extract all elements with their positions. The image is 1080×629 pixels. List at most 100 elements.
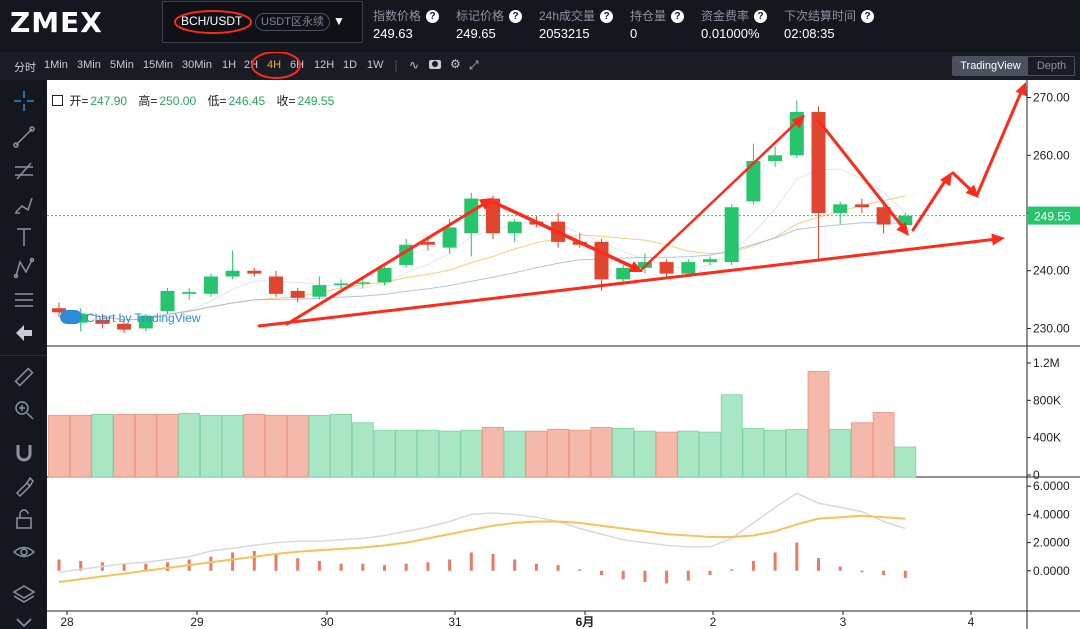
candle-body [312,285,327,297]
symbol-selector[interactable]: BCH/USDT USDT区永续 ▼ [162,1,363,43]
annotation-zigzag-line [491,200,637,270]
open-value: 247.90 [90,94,128,108]
layers-icon[interactable] [12,582,36,606]
trend-line-icon[interactable] [12,125,36,149]
volume-tick-label: 800K [1033,393,1061,407]
timeframe-tick[interactable]: 分时 [14,62,36,74]
macd-histogram-bar [773,552,777,571]
stat-label: 资金费率 [701,9,750,23]
volume-bar [134,413,157,478]
lock-icon[interactable] [12,507,36,531]
timeframe-1h[interactable]: 1H [222,59,237,71]
help-icon[interactable]: ? [861,10,875,23]
tradingview-watermark[interactable]: Chart by TradingView [60,310,201,325]
candle-body [355,282,370,284]
timeframe-1min[interactable]: 1Min [44,59,68,71]
volume-bar [699,431,721,478]
stay-drawing-icon[interactable] [12,474,36,498]
volume-bar [156,413,179,478]
help-icon[interactable]: ? [426,10,440,23]
price-chart[interactable]: 270.00 260.00 250.00 240.00 230.00 249.55 1.2M… [47,80,1080,629]
ohlc-legend: 开= 247.90 高= 250.00 低= 246.45 收= 249.55 [52,92,342,109]
candle-body [269,276,283,294]
indicator-icon[interactable]: ∿ [409,58,420,72]
help-icon[interactable]: ? [600,10,614,23]
brush-icon[interactable] [12,192,36,216]
macd-histogram-bar [686,570,690,581]
candle-body [659,262,674,274]
candle-body [247,270,262,274]
macd-histogram-bar [231,552,235,571]
macd-histogram-bar [903,570,907,578]
timeframe-4h[interactable]: 4H [267,59,282,71]
ruler-icon[interactable] [12,365,36,389]
candle-body [811,111,826,213]
camera-icon[interactable] [429,60,441,69]
time-tick-label: 2 [710,615,717,629]
timeframe-5min[interactable]: 5Min [110,59,134,71]
zoom-in-icon[interactable] [12,398,36,422]
eye-icon[interactable] [12,540,36,564]
volume-bar [308,414,331,478]
chevron-down-icon[interactable] [12,613,36,629]
help-icon[interactable]: ? [509,10,523,23]
measure-icon[interactable] [12,288,36,312]
macd-histogram-bar [209,556,213,571]
candle-body [377,267,392,283]
macd-line [58,492,906,573]
macd-signal-line [58,514,906,583]
stat-label: 下次结算时间 [784,9,857,23]
candle-body [334,283,349,286]
candle-body [594,241,609,280]
help-icon[interactable]: ? [754,10,768,23]
timeframe-1w[interactable]: 1W [367,59,384,71]
symbol-type-badge: USDT区永续 [255,13,330,31]
timeframe-15min[interactable]: 15Min [143,59,173,71]
fib-icon[interactable] [12,159,36,183]
view-switch: TradingView Depth [952,56,1075,76]
candle-body [768,155,783,162]
macd-histogram-bar [556,565,560,571]
magnet-icon[interactable] [12,441,36,465]
candle-body [203,276,218,294]
annotation-zigzag-line [975,88,1024,197]
macd-histogram-bar [708,570,712,575]
macd-histogram-bar [144,563,148,571]
timeframe-2h[interactable]: 2H [244,59,259,71]
volume-bar [69,414,92,478]
high-label: 高= [138,94,158,108]
watermark-text: Chart by TradingView [86,311,201,325]
timeframe-30min[interactable]: 30Min [182,59,212,71]
crosshair-icon[interactable] [12,89,36,113]
timeframe-12h[interactable]: 12H [314,59,335,71]
volume-bar [655,431,678,478]
candle-body [854,204,869,208]
stat-value: 249.65 [456,26,496,41]
gear-icon[interactable]: ⚙ [450,57,461,71]
stat-value: 0.01000% [701,26,760,41]
tab-depth[interactable]: Depth [1036,60,1067,72]
zmex-logo[interactable]: ZMEX [10,6,103,39]
macd-histogram-bar [383,565,386,571]
pattern-icon[interactable] [12,256,36,280]
fullscreen-icon[interactable]: ⤢ [469,58,479,72]
volume-bar [742,427,765,478]
macd-histogram-bar [166,562,169,571]
tab-tradingview[interactable]: TradingView [953,57,1028,75]
timeframe-1d[interactable]: 1D [343,59,358,71]
help-icon[interactable]: ? [671,10,685,23]
stat-mark-price: 标记价格? 249.65 [456,7,523,41]
timeframe-3min[interactable]: 3Min [77,59,101,71]
candle-body [117,323,132,330]
time-tick-label: 3 [840,615,847,629]
text-icon[interactable] [12,225,36,249]
series-icon [52,95,63,106]
arrow-left-icon[interactable] [12,321,36,345]
stat-value: 249.63 [373,26,413,41]
timeframe-6h[interactable]: 6H [290,59,305,71]
macd-histogram-bar [838,566,842,571]
macd-histogram-bar [730,569,734,571]
volume-bar [351,422,374,478]
volume-tick-label: 1.2M [1033,356,1060,370]
macd-histogram-bar [79,560,83,571]
